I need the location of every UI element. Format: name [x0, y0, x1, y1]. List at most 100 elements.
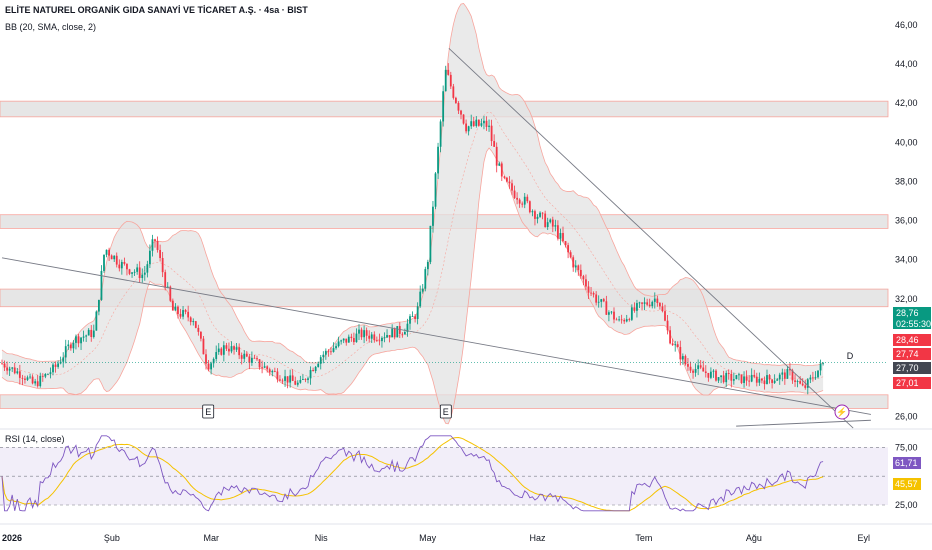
candle-body: [763, 380, 766, 385]
candle-body: [113, 255, 116, 260]
candle-body: [801, 383, 804, 386]
candle-body: [419, 291, 422, 307]
chart-title: ELİTE NATUREL ORGANİK GIDA SANAYİ VE TİC…: [5, 5, 308, 15]
bollinger-label[interactable]: BB (20, SMA, close, 2): [5, 22, 97, 32]
candle-body: [771, 379, 773, 383]
candle-body: [302, 379, 304, 380]
candle-body: [528, 201, 531, 213]
candle-body: [712, 370, 715, 372]
candle-body: [789, 369, 791, 371]
candle-body: [539, 212, 541, 217]
price-tick-label: 46,00: [895, 20, 918, 30]
price-tick-label: 38,00: [895, 176, 918, 186]
candle-body: [541, 212, 544, 214]
candle-body: [192, 321, 195, 323]
candle-body: [284, 376, 286, 381]
candle-body: [671, 343, 674, 346]
candle-body: [347, 336, 350, 343]
candle-body: [309, 370, 312, 379]
candle-body: [692, 370, 694, 373]
candle-body: [697, 365, 700, 370]
candle-body: [707, 372, 710, 378]
candle-body: [230, 346, 233, 352]
candle-body: [595, 294, 598, 303]
candle-body: [225, 345, 228, 349]
candle-body: [44, 374, 47, 377]
candle-body: [449, 74, 452, 87]
candle-body: [630, 307, 633, 320]
candle-body: [62, 357, 65, 362]
earnings-marker-label: E: [443, 407, 449, 417]
candle-body: [322, 354, 325, 358]
candle-body: [648, 304, 651, 307]
candle-body: [273, 371, 276, 372]
candle-body: [143, 272, 146, 275]
candle-body: [34, 381, 37, 384]
candle-body: [54, 364, 57, 367]
candle-body: [411, 316, 414, 318]
time-axis-label: Eyl: [858, 533, 871, 543]
candle-body: [600, 299, 603, 302]
time-axis-label: Şub: [104, 533, 120, 543]
candle-body: [378, 340, 381, 342]
candle-body: [613, 311, 615, 320]
candle-body: [164, 272, 167, 288]
candle-body: [442, 91, 445, 122]
candle-body: [434, 173, 437, 207]
candle-body: [332, 348, 335, 352]
candle-body: [215, 352, 218, 359]
candle-body: [123, 261, 126, 264]
time-axis-label: May: [419, 533, 437, 543]
candle-body: [699, 365, 702, 368]
candle-body: [69, 344, 72, 349]
earnings-marker-label: E: [205, 407, 211, 417]
candle-body: [651, 301, 654, 307]
candle-body: [735, 375, 738, 380]
candle-body: [381, 337, 383, 342]
price-tag-value: 27,74: [896, 349, 919, 359]
candle-body: [177, 306, 179, 314]
candle-body: [804, 385, 807, 388]
candle-body: [222, 345, 225, 355]
candle-body: [531, 211, 534, 213]
candle-body: [67, 344, 70, 347]
candle-body: [126, 263, 128, 270]
candle-body: [118, 264, 121, 269]
rsi-line: [1, 435, 824, 512]
candle-body: [296, 382, 299, 385]
candle-body: [518, 199, 521, 204]
candle-body: [439, 121, 442, 147]
candle-body: [521, 203, 524, 205]
candle-body: [625, 319, 628, 322]
candle-body: [704, 371, 707, 373]
candle-body: [156, 240, 159, 250]
candle-body: [235, 347, 238, 350]
candle-body: [396, 326, 399, 338]
dividend-marker: D: [847, 351, 854, 361]
candle-body: [340, 340, 343, 342]
candle-body: [75, 336, 77, 343]
candle-body: [128, 269, 131, 274]
candle-body: [725, 372, 728, 383]
candle-body: [154, 239, 156, 241]
candle-body: [590, 292, 592, 294]
candle-body: [342, 338, 345, 341]
candle-body: [462, 114, 465, 124]
candle-body: [36, 381, 39, 387]
candle-body: [258, 359, 261, 368]
rsi-label[interactable]: RSI (14, close): [5, 434, 65, 444]
candle-body: [750, 374, 753, 382]
price-tick-label: 32,00: [895, 294, 918, 304]
price-tag-value: 27,01: [896, 378, 919, 388]
candle-body: [620, 319, 623, 321]
candle-body: [679, 346, 682, 360]
candle-body: [452, 86, 455, 98]
candle-body: [544, 213, 547, 228]
candle-body: [809, 377, 812, 380]
candle-body: [694, 369, 697, 373]
candle-body: [238, 347, 241, 356]
candle-body: [171, 300, 174, 311]
candle-body: [243, 353, 246, 359]
candle-body: [103, 254, 105, 271]
